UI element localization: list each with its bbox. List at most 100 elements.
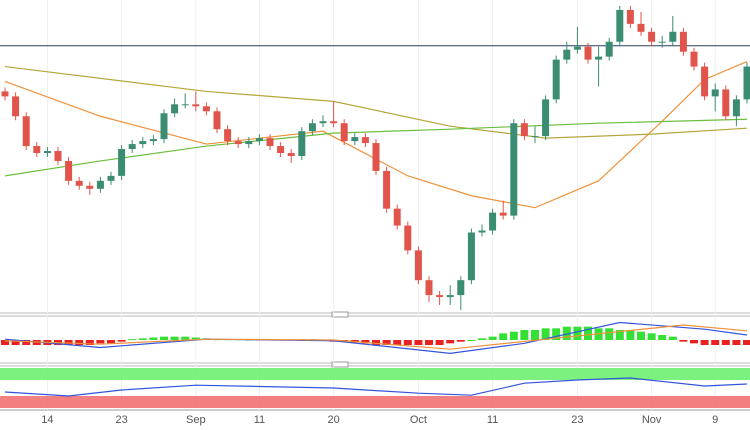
x-tick-label: 14 bbox=[41, 414, 53, 426]
candle-body bbox=[499, 212, 507, 216]
histogram-bar bbox=[700, 340, 709, 345]
candle-body bbox=[520, 123, 528, 137]
candle-body bbox=[446, 295, 454, 298]
candle-body bbox=[107, 175, 115, 181]
candle-body bbox=[531, 136, 539, 138]
candle-body bbox=[181, 104, 189, 106]
candle-body bbox=[722, 89, 730, 117]
candle-body bbox=[584, 46, 592, 60]
histogram-bar bbox=[361, 340, 370, 344]
candle-body bbox=[467, 232, 475, 281]
histogram-bar bbox=[446, 340, 455, 344]
candle-body bbox=[669, 31, 677, 42]
candle-body bbox=[75, 180, 83, 186]
candle-body bbox=[701, 66, 709, 97]
x-tick-label: Sep bbox=[186, 414, 206, 426]
candle-body bbox=[118, 149, 126, 176]
candle-body bbox=[33, 146, 41, 154]
histogram-bar bbox=[743, 340, 750, 345]
histogram-bar bbox=[732, 340, 741, 345]
histogram-bar bbox=[181, 336, 190, 340]
histogram-bar bbox=[658, 335, 667, 340]
x-tick-label: 9 bbox=[712, 414, 718, 426]
candle-body bbox=[43, 151, 51, 154]
candle-body bbox=[616, 9, 624, 42]
histogram-bar bbox=[467, 340, 476, 341]
candle-body bbox=[213, 111, 221, 130]
candle-body bbox=[171, 104, 179, 114]
candle-body bbox=[658, 41, 666, 43]
histogram-bar bbox=[107, 340, 115, 344]
x-tick-label: 23 bbox=[571, 414, 583, 426]
candle-body bbox=[308, 123, 316, 132]
histogram-bar bbox=[520, 330, 529, 340]
candle-body bbox=[711, 89, 719, 97]
histogram-bar bbox=[1, 340, 9, 345]
candle-body bbox=[393, 208, 401, 226]
histogram-bar bbox=[552, 328, 561, 340]
histogram-bar bbox=[679, 340, 688, 342]
histogram-bar bbox=[605, 328, 614, 340]
x-tick-label: 11 bbox=[487, 414, 498, 426]
candle-body bbox=[139, 141, 147, 145]
histogram-bar bbox=[160, 336, 168, 340]
candle-body bbox=[255, 138, 263, 142]
candle-body bbox=[12, 96, 20, 117]
candle-body bbox=[648, 31, 656, 42]
histogram-bar bbox=[584, 326, 592, 340]
candle-body bbox=[277, 146, 285, 154]
candle-body bbox=[266, 138, 274, 147]
histogram-bar bbox=[573, 326, 582, 340]
histogram-bar bbox=[372, 340, 380, 345]
candle-body bbox=[330, 121, 338, 124]
candle-body bbox=[86, 185, 94, 189]
candle-body bbox=[224, 129, 232, 142]
candle-body bbox=[234, 141, 242, 145]
histogram-bar bbox=[690, 340, 698, 344]
histogram-bar bbox=[615, 330, 624, 340]
candle-body bbox=[160, 113, 168, 140]
histogram-bar bbox=[668, 336, 677, 340]
candle-body bbox=[351, 137, 359, 142]
candle-body bbox=[202, 106, 210, 112]
candle-body bbox=[414, 250, 422, 281]
histogram-bar bbox=[531, 330, 539, 340]
histogram-bar bbox=[382, 340, 391, 345]
candle-body bbox=[340, 123, 348, 142]
candle-body bbox=[65, 160, 73, 181]
histogram-bar bbox=[138, 338, 147, 340]
moving-average bbox=[4, 65, 748, 139]
candle-body bbox=[478, 230, 486, 233]
x-tick-label: Nov bbox=[642, 414, 662, 426]
candle-body bbox=[245, 141, 253, 145]
candle-body bbox=[22, 116, 30, 147]
candle-body bbox=[542, 99, 550, 137]
histogram-bar bbox=[456, 340, 465, 342]
candle-body bbox=[489, 212, 497, 231]
macd-line bbox=[4, 324, 748, 350]
upper-band bbox=[0, 368, 750, 380]
histogram-bar bbox=[562, 326, 571, 340]
x-tick-label: Oct bbox=[410, 414, 427, 426]
candle-body bbox=[732, 99, 740, 117]
histogram-bar bbox=[117, 340, 126, 342]
candle-body bbox=[605, 41, 613, 57]
candle-body bbox=[54, 151, 62, 161]
candle-body bbox=[96, 180, 104, 189]
histogram-bar bbox=[403, 340, 412, 345]
histogram-bar bbox=[435, 340, 444, 345]
candle-body bbox=[573, 46, 581, 50]
panel-separator bbox=[0, 311, 750, 411]
histogram-bar bbox=[149, 337, 158, 340]
candle-body bbox=[637, 23, 645, 32]
histogram-bar bbox=[711, 340, 720, 345]
candle-body bbox=[1, 91, 9, 97]
histogram-bar bbox=[488, 336, 497, 340]
candle-body bbox=[372, 143, 380, 171]
histogram-bar bbox=[170, 336, 179, 340]
histogram-bar bbox=[541, 328, 550, 340]
candle-body bbox=[128, 144, 136, 150]
candle-body bbox=[457, 280, 465, 296]
candle-body bbox=[743, 66, 750, 100]
